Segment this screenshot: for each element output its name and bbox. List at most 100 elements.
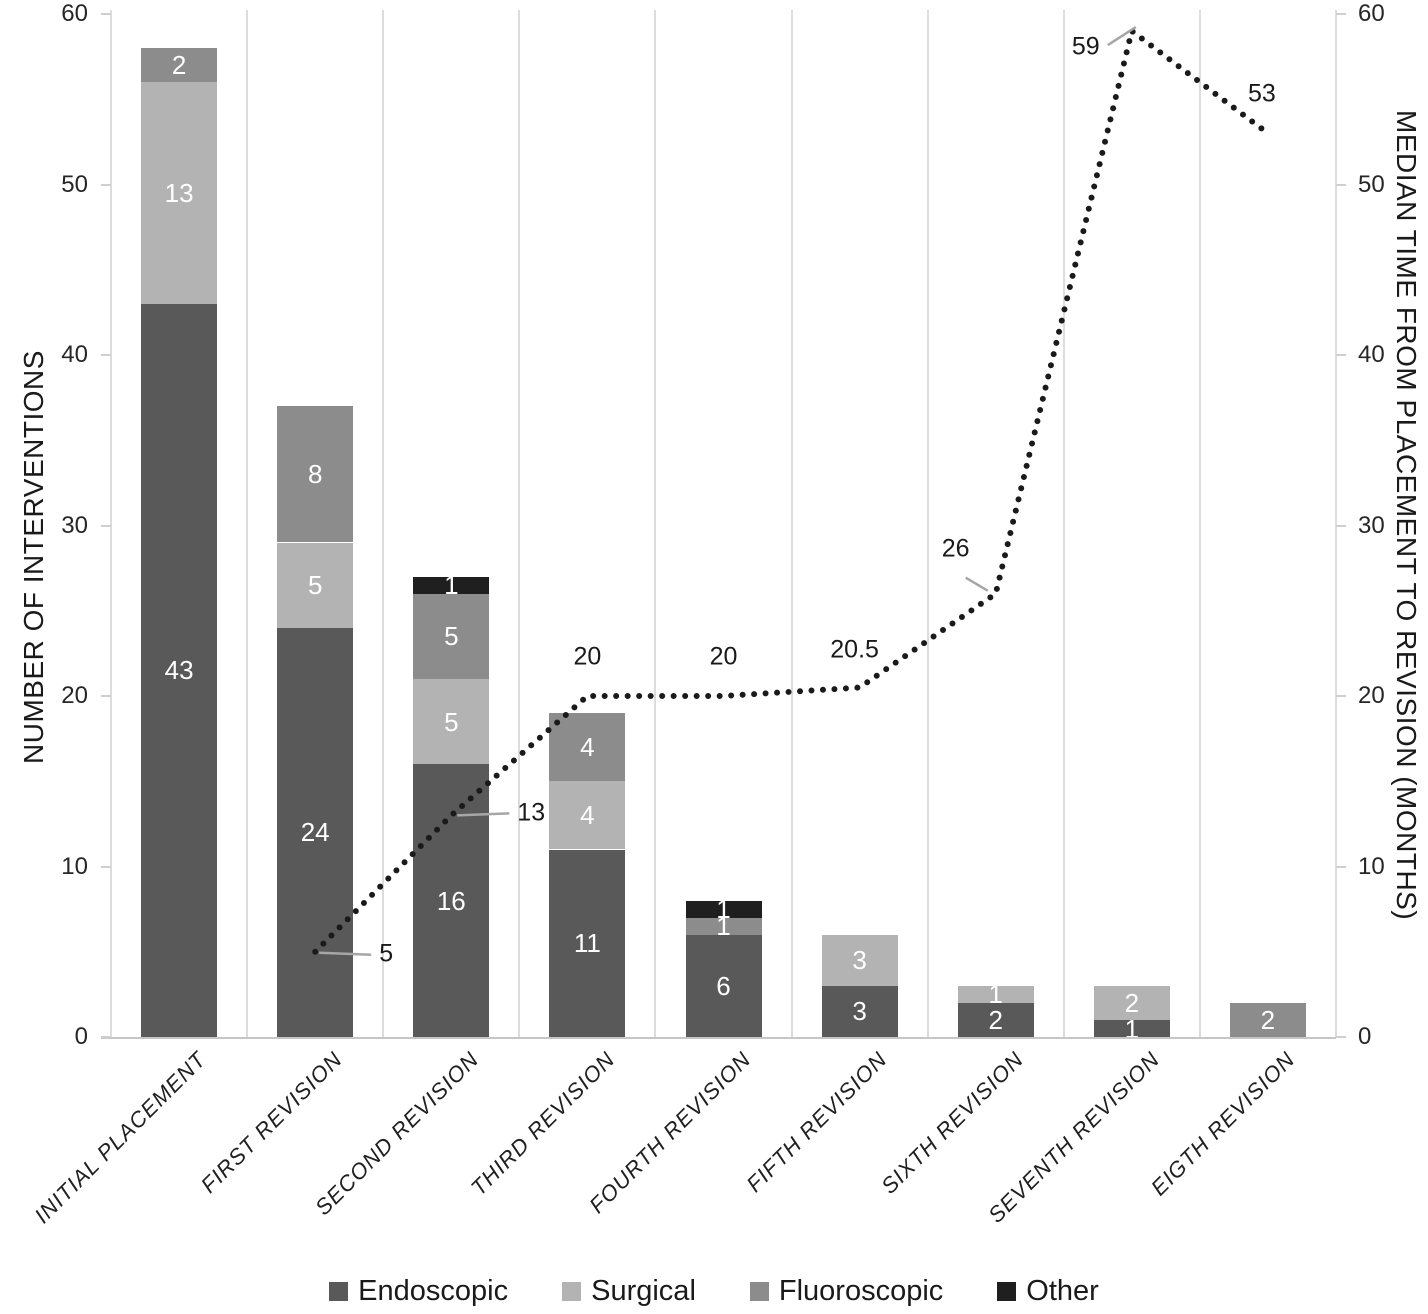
right-axis-tick-label: 10 [1358, 852, 1385, 880]
bar-segment-endoscopic: 1 [1093, 1016, 1170, 1042]
line-point-label: 13 [517, 798, 546, 827]
bar-value-label: 1 [716, 911, 731, 942]
right-axis-tick-label: 50 [1358, 170, 1385, 198]
right-axis-tick-label: 0 [1358, 1023, 1372, 1050]
left-tick [101, 865, 111, 868]
line-point-label: 20.5 [830, 635, 879, 663]
right-tick [1336, 1036, 1346, 1038]
bar-segment-surgical: 13 [141, 82, 218, 304]
legend-label: Surgical [591, 1275, 696, 1307]
gridline [790, 10, 793, 1037]
bar-value-label: 2 [1124, 987, 1140, 1018]
bar-segment-endoscopic: 43 [141, 303, 218, 1037]
gridline [518, 10, 521, 1037]
right-axis-title: MEDIAN TIME FROM PLACEMENT TO REVISION (… [1391, 110, 1422, 921]
bar-segment-endoscopic: 2 [957, 1002, 1034, 1037]
bar-value-label: 1 [444, 570, 459, 601]
gridline [654, 10, 657, 1037]
right-axis-tick-label: 40 [1358, 341, 1385, 368]
bar-segment-endoscopic: 6 [685, 934, 762, 1037]
right-tick [1336, 354, 1346, 356]
bar-value-label: 6 [716, 970, 731, 1001]
bar-value-label: 3 [852, 945, 867, 976]
legend-swatch-other [997, 1282, 1017, 1301]
gridline [246, 10, 249, 1037]
bar-value-label: 11 [573, 928, 601, 959]
left-axis-tick-label: 20 [61, 682, 88, 709]
right-axis-tick-label: 60 [1358, 0, 1385, 27]
legend-swatch-fluoroscopic [749, 1282, 769, 1301]
legend-swatch-surgical [562, 1282, 582, 1301]
bar-segment-endoscopic: 24 [277, 627, 354, 1037]
bar-segment-other: 1 [685, 896, 762, 922]
right-tick [1336, 695, 1346, 697]
bar-value-label: 3 [852, 996, 867, 1027]
label-leader-line [319, 951, 372, 956]
bar-segment-surgical: 3 [821, 934, 898, 986]
left-tick [101, 695, 111, 697]
bar-segment-surgical: 4 [549, 781, 626, 850]
legend-item-other: Other [997, 1277, 1099, 1306]
left-tick [101, 1036, 111, 1038]
gridline [1198, 10, 1201, 1037]
right-axis-tick-label: 20 [1358, 682, 1385, 709]
left-axis-tick-label: 30 [61, 511, 88, 539]
bar-segment-endoscopic: 11 [549, 849, 626, 1038]
bar-segment-surgical: 5 [277, 542, 354, 628]
left-tick [101, 183, 111, 186]
legend-label: Other [1026, 1275, 1099, 1307]
left-axis-tick-label: 0 [74, 1023, 88, 1050]
bar-value-label: 5 [307, 570, 323, 601]
bar-segment-fluoroscopic: 2 [1229, 1002, 1306, 1037]
label-leader-line [1107, 25, 1137, 47]
left-axis-tick-label: 60 [61, 0, 88, 27]
bar-segment-endoscopic: 16 [413, 764, 490, 1037]
bar-segment-fluoroscopic: 8 [277, 406, 354, 543]
legend-label: Endoscopic [358, 1275, 509, 1307]
bar-segment-fluoroscopic: 5 [413, 593, 490, 679]
left-axis-tick-label: 40 [61, 341, 88, 368]
line-point-label: 5 [379, 939, 394, 968]
right-axis-tick-label: 30 [1358, 511, 1385, 539]
left-axis-tick-label: 10 [61, 852, 88, 880]
bar-value-label: 13 [164, 178, 194, 209]
left-axis-line [110, 10, 112, 1037]
bar-segment-surgical: 2 [1093, 985, 1170, 1020]
left-axis-tick-label: 50 [61, 170, 88, 198]
bar-segment-surgical: 5 [413, 679, 490, 765]
label-leader-line [965, 576, 989, 592]
gridline [926, 10, 929, 1037]
bar-segment-fluoroscopic: 1 [685, 913, 762, 939]
legend-item-surgical: Surgical [562, 1277, 696, 1306]
bar-value-label: 1 [988, 979, 1003, 1010]
line-point-label: 59 [1071, 32, 1100, 61]
line-point-label: 26 [941, 534, 970, 563]
right-tick [1336, 183, 1346, 186]
x-axis-line [101, 1037, 1336, 1039]
label-leader-line [457, 812, 510, 817]
right-tick [1336, 524, 1346, 527]
bar-value-label: 8 [307, 459, 323, 490]
bar-value-label: 1 [716, 894, 731, 925]
gridline [382, 10, 385, 1037]
bar-value-label: 4 [580, 800, 595, 831]
bar-value-label: 5 [444, 621, 459, 652]
bar-value-label: 2 [171, 50, 187, 81]
bar-segment-fluoroscopic: 2 [141, 48, 218, 83]
legend-swatch-endoscopic [329, 1282, 349, 1301]
line-point-label: 53 [1247, 79, 1276, 108]
median-time-dotted-line [312, 25, 1271, 955]
bar-value-label: 5 [444, 706, 459, 737]
gridline [1062, 10, 1065, 1037]
left-axis-title: NUMBER OF INTERVENTIONS [18, 350, 49, 764]
line-point-label: 20 [573, 642, 602, 671]
left-tick [101, 13, 111, 15]
legend-item-endoscopic: Endoscopic [329, 1277, 508, 1306]
bar-value-label: 2 [988, 1004, 1003, 1035]
bar-segment-surgical: 1 [957, 981, 1034, 1007]
bar-segment-fluoroscopic: 4 [549, 713, 626, 782]
bar-value-label: 1 [1124, 1013, 1140, 1044]
bar-value-label: 2 [1260, 1004, 1276, 1035]
